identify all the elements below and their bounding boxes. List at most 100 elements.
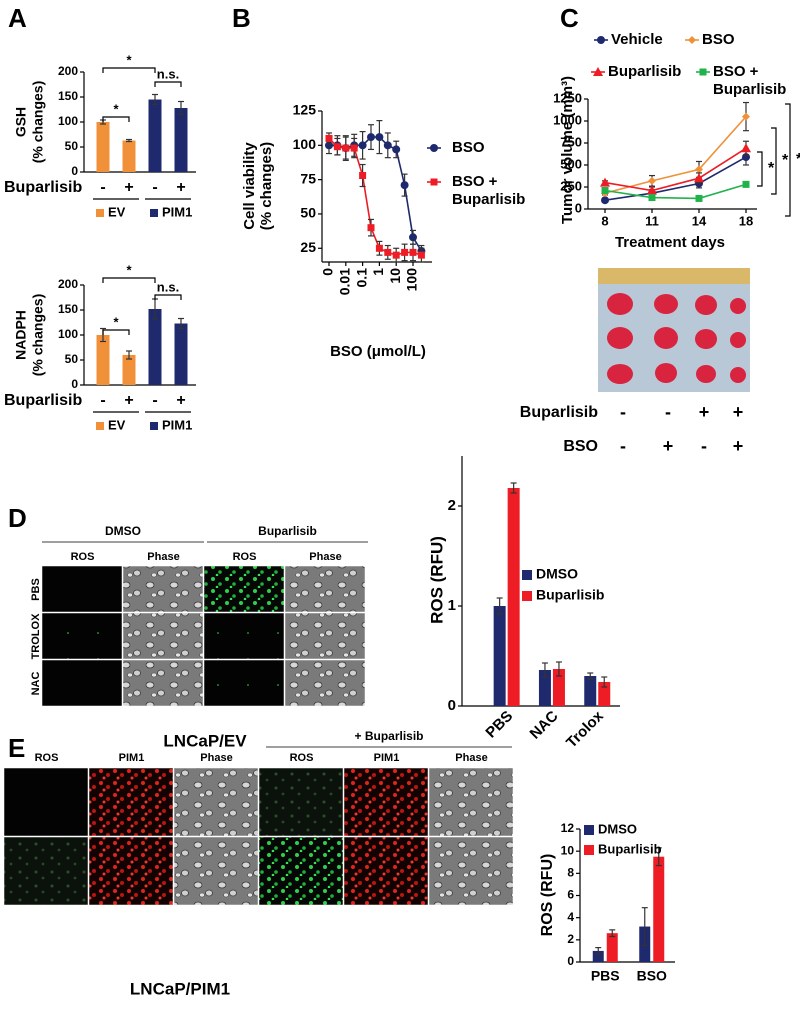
- y-tick-label: 0: [71, 377, 78, 391]
- x-tick-label: Trolox: [563, 707, 607, 751]
- point: [600, 177, 610, 187]
- x-tick-label: 18: [739, 213, 753, 228]
- legend-label: DMSO: [598, 821, 637, 836]
- x-tick-label: -: [152, 392, 157, 409]
- micrograph: [343, 767, 429, 837]
- y-tick-label: 10: [561, 843, 575, 857]
- y-tick-label: 50: [65, 139, 79, 153]
- y-tick-label: 4: [567, 910, 574, 924]
- column-header: ROS: [290, 752, 314, 764]
- micrograph: [284, 612, 366, 660]
- x-tick-label: 0.1: [353, 268, 369, 288]
- tumor: [730, 367, 746, 383]
- x-tick-label: -: [100, 179, 105, 196]
- treatment-label: Buparlisib: [520, 404, 598, 421]
- y-tick-label: 200: [58, 277, 78, 291]
- micrograph: [203, 659, 285, 707]
- point: [375, 244, 383, 252]
- x-tick-label: 14: [692, 213, 707, 228]
- column-header: Phase: [309, 551, 341, 563]
- caption: LNCaP/EV: [163, 731, 247, 750]
- y-axis-label: GSH: [13, 107, 29, 137]
- point: [742, 112, 750, 121]
- y-tick-label: 100: [293, 136, 317, 152]
- column-header: ROS: [71, 551, 95, 563]
- point: [383, 141, 392, 150]
- legend-label: BSO + Buparlisib: [452, 173, 525, 208]
- y-axis-label: (% changes): [30, 81, 46, 163]
- significance-bracket: [102, 116, 130, 122]
- bar: [174, 323, 188, 385]
- treatment-label: BSO: [563, 438, 598, 455]
- column-header: Phase: [200, 752, 232, 764]
- treatment-sign: -: [701, 436, 707, 456]
- tumors: [607, 293, 746, 384]
- x-tick-label: -: [100, 392, 105, 409]
- y-tick-label: 25: [300, 239, 316, 255]
- legend-marker: [688, 36, 696, 44]
- micrograph: [284, 565, 366, 613]
- annotation: n.s.: [157, 279, 179, 294]
- micrograph: [428, 767, 514, 837]
- significance-bracket: [154, 294, 182, 300]
- x-axis-label: Treatment days: [615, 234, 725, 251]
- y-tick-label: 0: [567, 954, 574, 968]
- point: [695, 194, 703, 202]
- y-tick-label: 0: [71, 164, 78, 178]
- legend-swatch: [150, 422, 158, 430]
- column-header: ROS: [35, 752, 59, 764]
- y-tick-label: 750: [560, 134, 582, 149]
- legend-marker: [593, 67, 603, 76]
- panel-letter: E: [8, 733, 25, 763]
- series-line: [604, 183, 747, 200]
- y-axis-label: Cell viability: [241, 142, 258, 230]
- bar: [606, 933, 618, 962]
- series-line: [329, 136, 423, 252]
- y-tick-label: 100: [58, 114, 78, 128]
- group-header: + Buparlisib: [354, 729, 423, 743]
- x-tick-label: BSO: [637, 968, 667, 984]
- bar: [148, 99, 162, 172]
- series-line: [604, 156, 747, 201]
- tumor: [695, 329, 717, 349]
- group-header: Buparlisib: [258, 524, 317, 538]
- significance-bracket: [102, 277, 156, 283]
- y-axis-label: Tumor volume (mm³): [559, 76, 576, 224]
- tumor: [607, 293, 633, 315]
- panel-letter: B: [232, 3, 251, 33]
- micrograph: [258, 767, 344, 837]
- bar: [122, 140, 136, 172]
- x-tick-label: -: [152, 179, 157, 196]
- significance-bracket: [154, 81, 182, 87]
- x-tick-label: +: [124, 179, 133, 196]
- series-line: [604, 147, 747, 192]
- x-tick-label: NAC: [527, 707, 562, 742]
- tumor: [695, 295, 717, 315]
- y-tick-label: 125: [293, 102, 317, 118]
- y-axis-label: (% changes): [258, 142, 275, 230]
- micrograph: [41, 659, 123, 707]
- y-tick-label: 6: [567, 888, 574, 902]
- micrograph: [3, 767, 89, 837]
- micrograph: [203, 565, 285, 613]
- point: [367, 224, 375, 232]
- y-tick-label: 1: [448, 597, 456, 614]
- row-header: PBS: [30, 578, 42, 601]
- y-tick-label: 8: [567, 866, 574, 880]
- y-tick-label: 200: [58, 64, 78, 78]
- point: [350, 144, 358, 152]
- panel-letter: A: [8, 3, 27, 33]
- row-header: NAC: [30, 672, 42, 696]
- micrograph: [41, 612, 123, 660]
- treatment-sign: -: [665, 402, 671, 422]
- x-tick-label: +: [176, 392, 185, 409]
- x-tick-label: PBS: [591, 968, 620, 984]
- bar: [493, 606, 506, 706]
- annotation: *: [768, 160, 775, 177]
- x-tick-label: 11: [645, 213, 659, 228]
- treatment-sign: +: [699, 402, 710, 422]
- micrograph: [258, 836, 344, 906]
- point: [400, 181, 409, 190]
- micrograph: [88, 836, 174, 906]
